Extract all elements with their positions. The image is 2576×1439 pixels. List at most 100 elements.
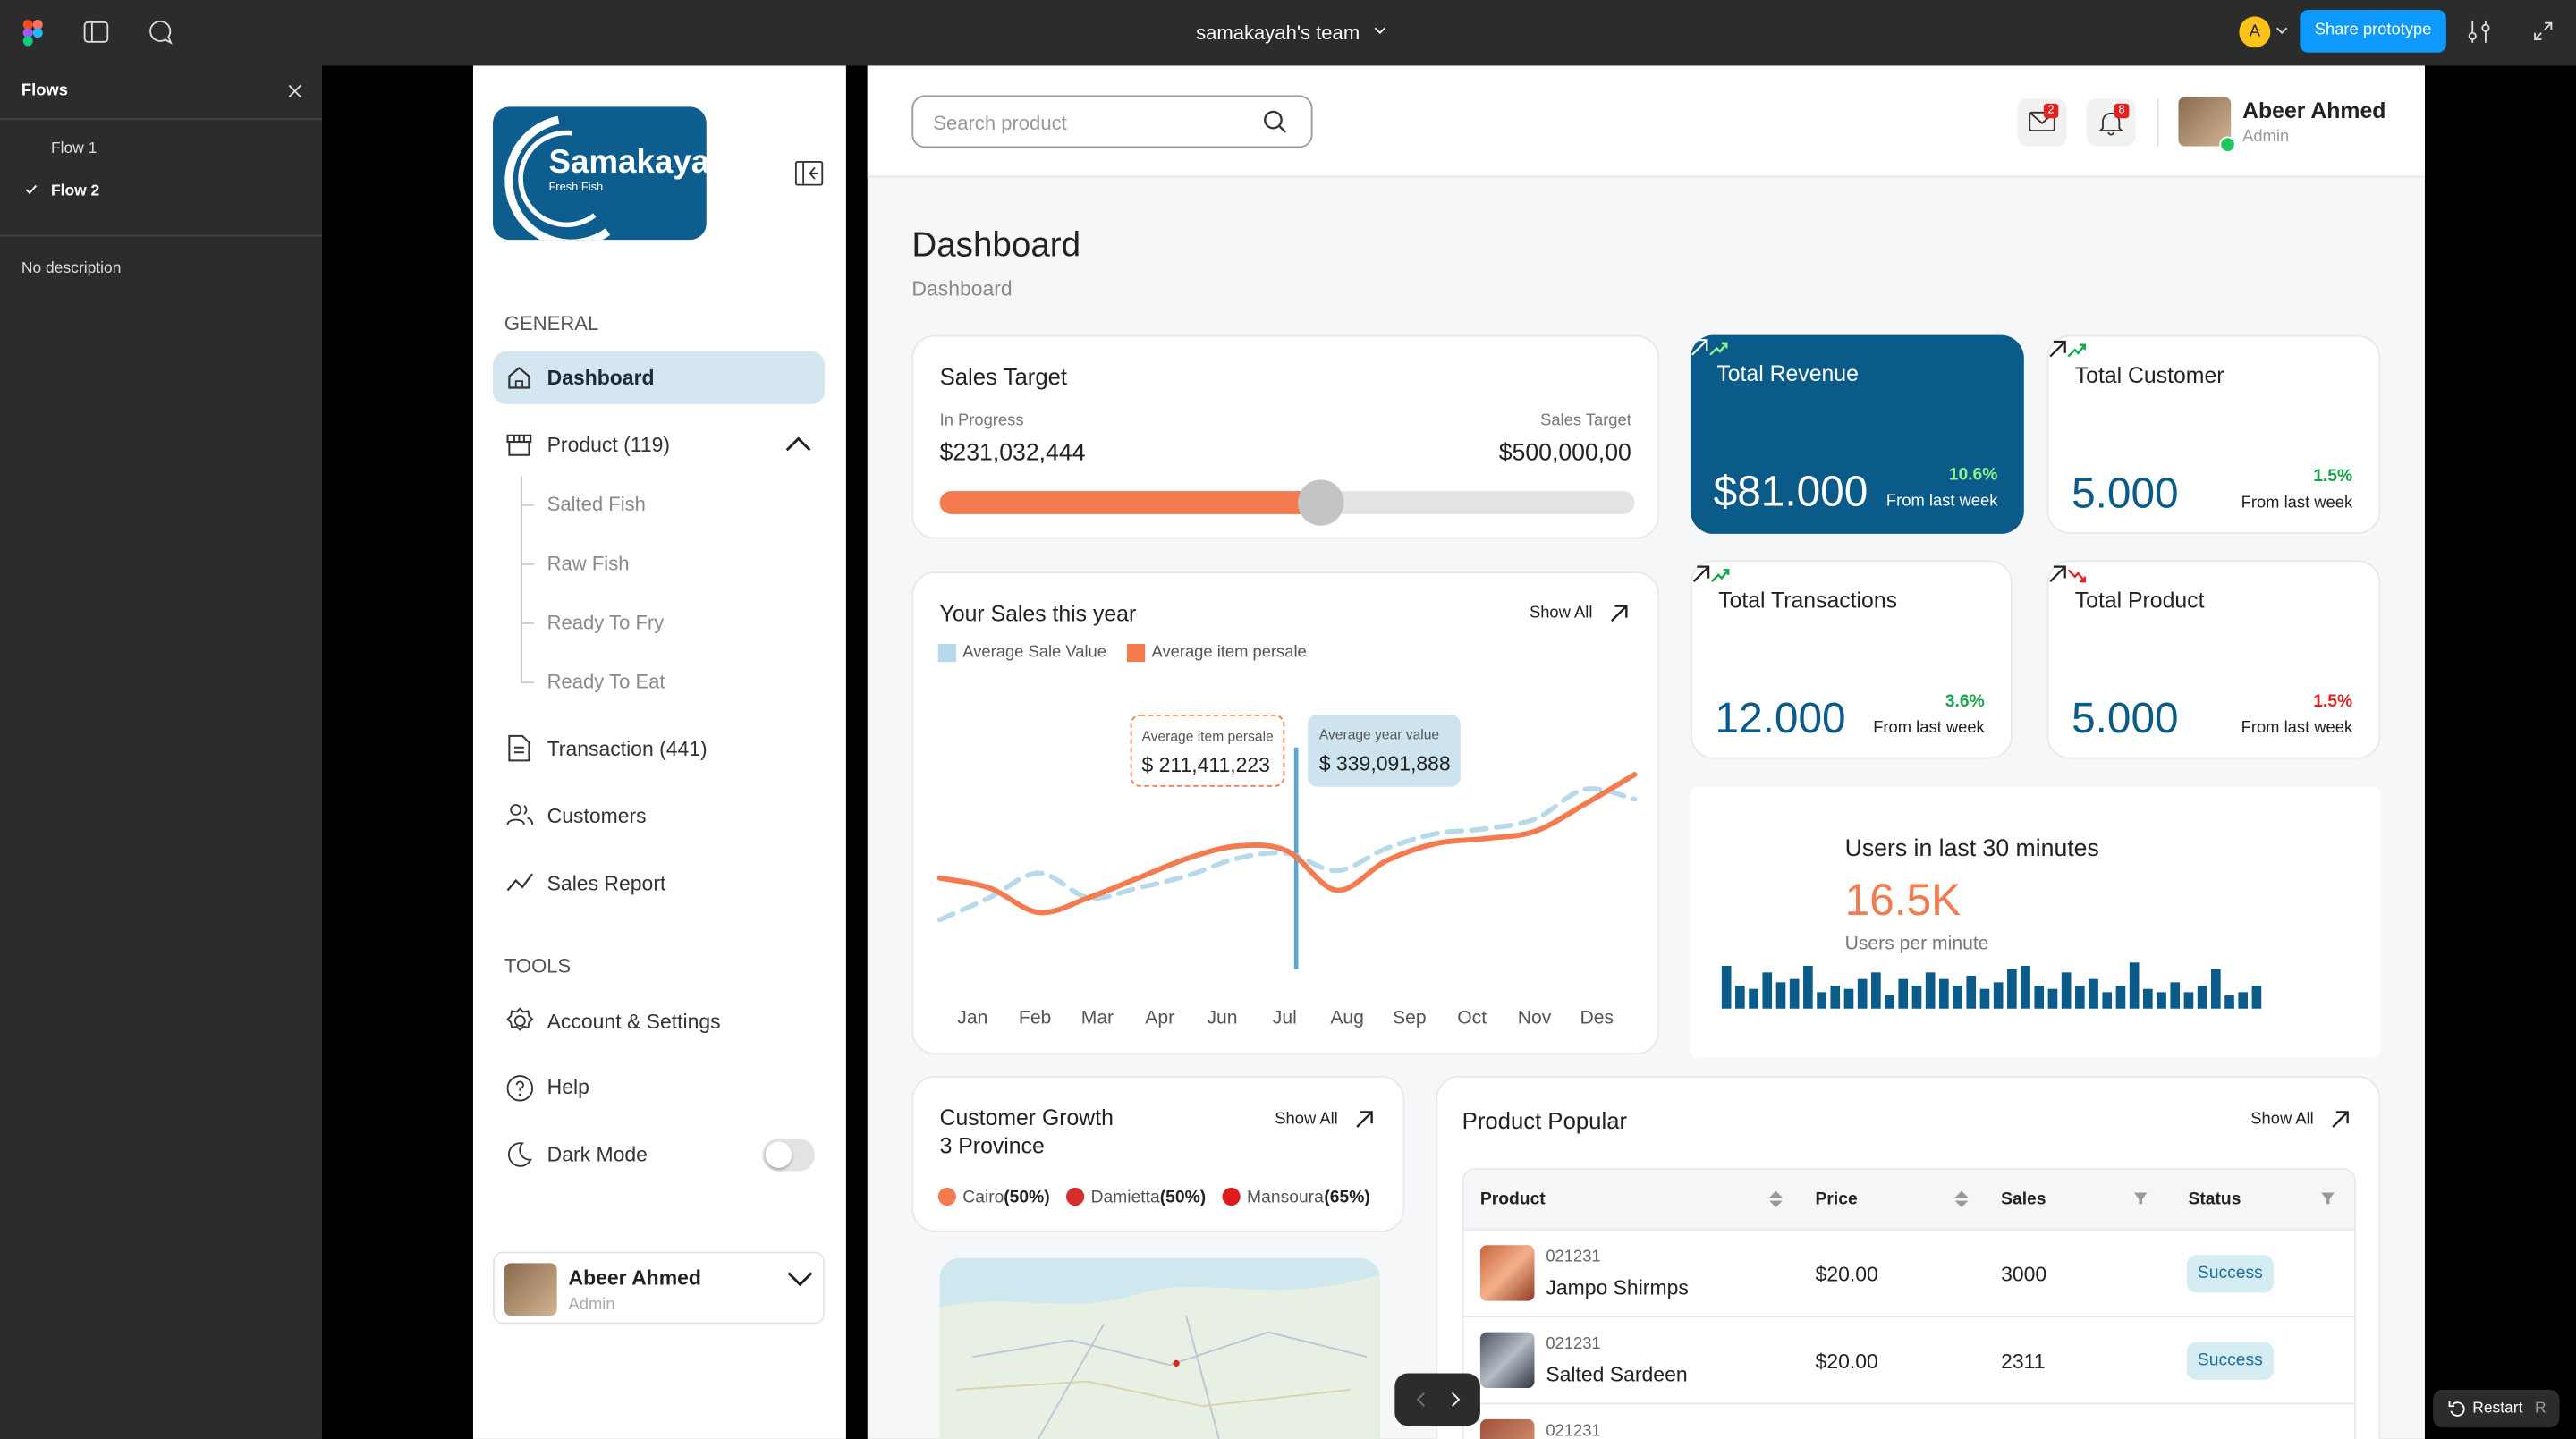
legend-label: Average Sale Value [962, 643, 1106, 663]
search-box[interactable]: Search product [911, 95, 1313, 148]
show-all[interactable]: Show All [2250, 1110, 2314, 1129]
stat-change: 3.6% [1945, 691, 1985, 712]
tooltip-label: Average year value [1318, 725, 1440, 743]
team-chevron[interactable] [1373, 26, 1386, 36]
sidebar-user-card[interactable]: Abeer Ahmed Admin [493, 1251, 826, 1325]
filter-icon[interactable] [2133, 1192, 2148, 1205]
user-bar [2061, 972, 2072, 1009]
user-bar [2047, 988, 2058, 1009]
close-flows[interactable] [287, 84, 302, 99]
expand-chevron[interactable] [785, 436, 811, 453]
flow-item[interactable]: Flow 2 [50, 182, 100, 201]
user-bar [2157, 992, 2166, 1009]
sidebar [472, 65, 846, 1439]
dark-mode-toggle[interactable] [762, 1138, 816, 1172]
nav-item[interactable]: Transaction (441) [547, 737, 708, 761]
column-header[interactable]: Price [1815, 1189, 1858, 1209]
nav-subitem[interactable]: Ready To Eat [547, 670, 665, 694]
nav-item[interactable]: Sales Report [547, 872, 666, 896]
share-prototype-button[interactable]: Share prototype [2300, 10, 2446, 53]
show-all-arrow[interactable] [1610, 605, 1628, 622]
comment-button[interactable] [148, 20, 173, 45]
trend-icon [1709, 342, 1728, 356]
product-name[interactable]: Jampo Shirmps [1546, 1276, 1689, 1299]
x-tick-label: Jul [1273, 1007, 1297, 1028]
next-frame[interactable] [1451, 1392, 1461, 1408]
home-icon [508, 366, 530, 389]
tree-branch [521, 563, 534, 565]
user-bar [1843, 988, 1854, 1009]
team-name[interactable]: samakayah's team [1196, 21, 1360, 45]
nav-item[interactable]: Customers [547, 804, 647, 828]
user-bar [1775, 982, 1786, 1009]
trend-shape [2067, 569, 2086, 583]
settings-button[interactable] [2468, 20, 2491, 45]
flow-item[interactable]: Flow 1 [50, 140, 97, 158]
sort-icon[interactable] [1769, 1189, 1783, 1209]
nav-subitem[interactable]: Raw Fish [547, 552, 630, 575]
stat-open-arrow[interactable] [1690, 338, 1708, 356]
figma-logo[interactable] [22, 20, 43, 47]
user-bar [2129, 962, 2140, 1009]
stat-open-arrow[interactable] [2048, 340, 2066, 358]
restart-label: Restart [2472, 1399, 2523, 1418]
nav-subitem[interactable]: Salted Fish [547, 493, 646, 516]
user-bar [1789, 978, 1800, 1009]
nav-item[interactable]: Dark Mode [547, 1143, 648, 1167]
show-all-arrow[interactable] [2331, 1111, 2349, 1129]
notification-button[interactable]: 8 [2086, 98, 2136, 147]
avatar-chevron[interactable] [2276, 27, 2288, 35]
stat-open-arrow[interactable] [2048, 565, 2066, 583]
divider [0, 118, 322, 121]
column-header[interactable]: Product [1479, 1189, 1546, 1209]
stat-note: From last week [2241, 494, 2353, 513]
nav-subitem[interactable]: Ready To Fry [547, 611, 665, 634]
panel-toggle[interactable] [83, 21, 109, 43]
search-icon[interactable] [1263, 110, 1287, 133]
nav-item[interactable]: Account & Settings [547, 1010, 721, 1034]
nav-item[interactable]: Product (119) [547, 433, 671, 457]
arrow-shape [1692, 565, 1710, 582]
stat-card: Total Transactions 12.000 3.6% From last we… [1690, 560, 2012, 759]
stat-change: 1.5% [2313, 466, 2353, 487]
filter-icon[interactable] [2321, 1192, 2334, 1205]
users-subtitle: Users per minute [1844, 935, 1989, 955]
toggle-knob [765, 1141, 792, 1168]
show-all[interactable]: Show All [1529, 604, 1593, 623]
show-all[interactable]: Show All [1275, 1110, 1338, 1129]
collapse-sidebar[interactable] [794, 160, 824, 186]
mail-button[interactable]: 2 [2017, 98, 2067, 147]
user-role: Admin [568, 1296, 615, 1315]
restart-button[interactable]: Restart R [2433, 1389, 2560, 1428]
card-title: Product Popular [1462, 1106, 1628, 1134]
user-bar [1939, 978, 1949, 1009]
sort-icon[interactable] [1954, 1189, 1969, 1209]
stat-open-arrow[interactable] [1692, 565, 1710, 583]
target-value: $500,000,00 [1498, 440, 1631, 467]
trend-icon [2067, 569, 2086, 583]
product-name[interactable]: Salted Sardeen [1546, 1363, 1688, 1387]
nav-item[interactable]: Dashboard [547, 366, 655, 390]
column-header[interactable]: Sales [2001, 1189, 2046, 1209]
user-bar [1817, 992, 1826, 1009]
logo[interactable]: Samakaya Fresh Fish [493, 106, 707, 241]
fullscreen-button[interactable] [2533, 21, 2553, 41]
breadcrumb[interactable]: Dashboard [911, 277, 1013, 301]
province-map[interactable] [939, 1257, 1380, 1439]
legend-share: (65%) [1324, 1187, 1370, 1207]
user-bar [2170, 982, 2181, 1009]
progress-knob[interactable] [1297, 479, 1344, 526]
x-tick-label: Nov [1518, 1007, 1552, 1028]
column-header[interactable]: Status [2188, 1189, 2241, 1209]
user-bar [2007, 969, 2017, 1009]
show-all-arrow[interactable] [1355, 1111, 1373, 1129]
user-chevron[interactable] [787, 1272, 813, 1287]
online-dot [2219, 136, 2236, 153]
user-avatar[interactable]: A [2239, 16, 2271, 48]
arrow-shape [2049, 565, 2066, 582]
x-tick-label: Des [1580, 1007, 1614, 1028]
prev-frame[interactable] [1416, 1392, 1426, 1408]
nav-item[interactable]: Help [547, 1076, 589, 1099]
